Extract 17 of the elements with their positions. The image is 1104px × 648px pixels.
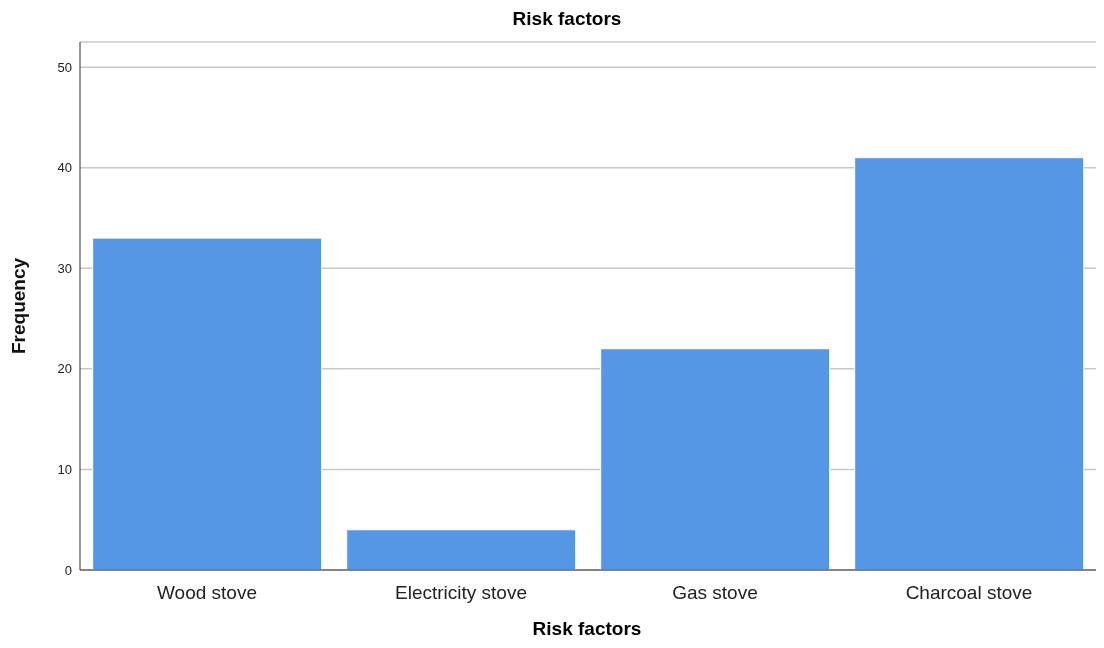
- y-tick-label: 30: [57, 260, 72, 276]
- x-tick-label: Electricity stove: [395, 582, 527, 604]
- x-tick-label: Charcoal stove: [905, 582, 1033, 604]
- bar: [92, 237, 323, 570]
- y-tick-label: 20: [57, 361, 72, 377]
- bar: [600, 348, 831, 570]
- bar: [346, 529, 577, 570]
- chart-title: Risk factors: [511, 8, 623, 31]
- y-tick-label: 40: [57, 160, 72, 176]
- x-tick-label: Wood stove: [157, 582, 257, 604]
- y-axis-title: Frequency: [7, 257, 29, 355]
- x-axis-title: Risk factors: [531, 618, 643, 640]
- y-tick-label: 10: [57, 462, 72, 478]
- x-tick-label: Gas stove: [672, 582, 758, 604]
- y-tick-label: 50: [57, 59, 72, 75]
- y-tick-label: 0: [64, 562, 72, 578]
- bar: [854, 157, 1085, 570]
